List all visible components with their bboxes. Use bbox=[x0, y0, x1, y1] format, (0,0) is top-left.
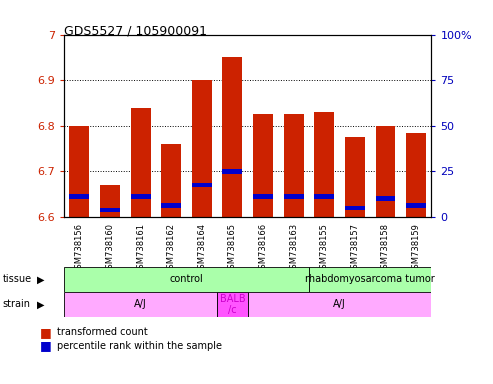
Bar bbox=[345, 205, 365, 210]
Bar bbox=[217, 35, 247, 217]
Bar bbox=[131, 194, 150, 199]
Bar bbox=[283, 194, 304, 199]
Bar bbox=[64, 292, 217, 317]
Bar bbox=[222, 57, 243, 217]
Bar bbox=[247, 292, 431, 317]
Text: transformed count: transformed count bbox=[57, 327, 147, 337]
Text: ▶: ▶ bbox=[37, 299, 44, 310]
Bar bbox=[376, 197, 395, 201]
Bar bbox=[315, 194, 334, 199]
Bar bbox=[253, 114, 273, 217]
Bar bbox=[222, 169, 243, 174]
Bar bbox=[309, 267, 431, 292]
Text: strain: strain bbox=[2, 299, 31, 310]
Bar bbox=[406, 132, 426, 217]
Text: BALB
/c: BALB /c bbox=[219, 293, 245, 315]
Bar bbox=[125, 35, 156, 217]
Bar bbox=[253, 194, 273, 199]
Bar bbox=[217, 292, 247, 317]
Text: tissue: tissue bbox=[2, 274, 32, 285]
Bar bbox=[100, 185, 120, 217]
Text: control: control bbox=[170, 274, 204, 285]
Bar bbox=[192, 183, 212, 187]
Bar bbox=[406, 203, 426, 208]
Text: percentile rank within the sample: percentile rank within the sample bbox=[57, 341, 222, 351]
Text: rhabdomyosarcoma tumor: rhabdomyosarcoma tumor bbox=[305, 274, 435, 285]
Text: ■: ■ bbox=[39, 326, 51, 339]
Bar bbox=[131, 108, 150, 217]
Bar bbox=[370, 35, 401, 217]
Bar bbox=[95, 35, 125, 217]
Bar bbox=[64, 35, 95, 217]
Text: GDS5527 / 105900091: GDS5527 / 105900091 bbox=[64, 25, 207, 38]
Text: A/J: A/J bbox=[134, 299, 147, 310]
Bar bbox=[161, 144, 181, 217]
Bar bbox=[70, 126, 89, 217]
Bar bbox=[376, 126, 395, 217]
Bar bbox=[192, 80, 212, 217]
Bar bbox=[186, 35, 217, 217]
Text: ▶: ▶ bbox=[37, 274, 44, 285]
Text: ■: ■ bbox=[39, 339, 51, 352]
Bar bbox=[156, 35, 186, 217]
Bar bbox=[100, 208, 120, 212]
Bar bbox=[70, 194, 89, 199]
Bar bbox=[401, 35, 431, 217]
Bar bbox=[340, 35, 370, 217]
Bar bbox=[247, 35, 279, 217]
Bar bbox=[161, 203, 181, 208]
Bar bbox=[345, 137, 365, 217]
Bar bbox=[315, 112, 334, 217]
Text: A/J: A/J bbox=[333, 299, 346, 310]
Bar bbox=[283, 114, 304, 217]
Bar bbox=[309, 35, 340, 217]
Bar bbox=[64, 267, 309, 292]
Bar bbox=[279, 35, 309, 217]
